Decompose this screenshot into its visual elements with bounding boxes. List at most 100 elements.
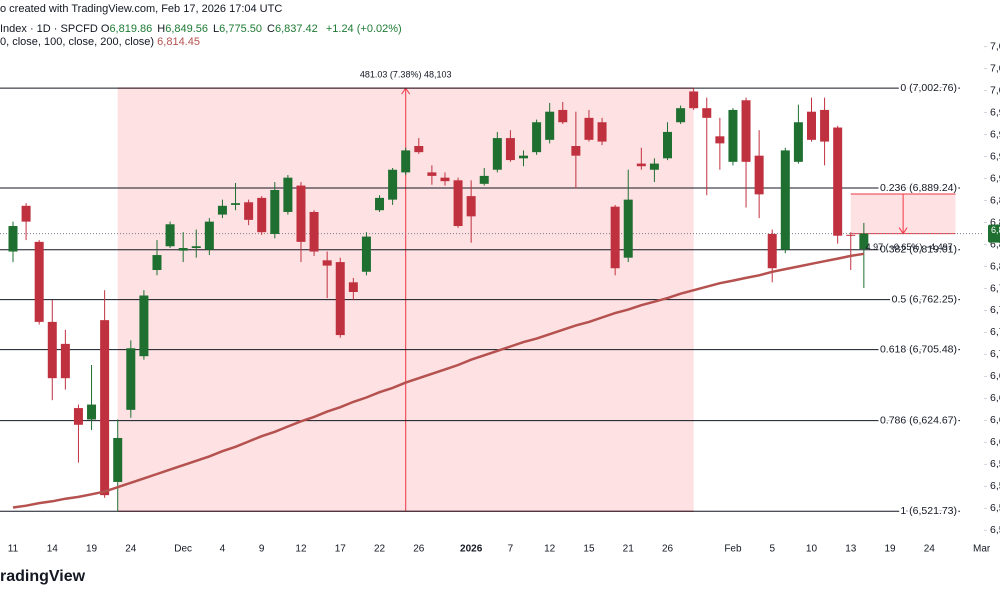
candle-body xyxy=(440,177,450,182)
quote-value: 6,837.42 xyxy=(274,23,318,35)
candle-body xyxy=(833,127,843,236)
candle-body xyxy=(348,282,358,292)
y-tick-label: 6,725.00 xyxy=(990,326,1000,338)
candle-body xyxy=(217,205,227,215)
y-tick-label: 6,600.00 xyxy=(990,436,1000,448)
y-tick-label: 6,675.00 xyxy=(990,370,1000,382)
candle-body xyxy=(728,109,738,162)
x-tick-label: 7 xyxy=(508,544,514,555)
y-tick-label: 7,000.00 xyxy=(990,84,1000,96)
indicator-line: 0, close, 100, close, 200, close) 6,814.… xyxy=(0,36,200,48)
candle-body xyxy=(296,185,306,242)
candle-body xyxy=(21,205,31,222)
x-tick-label: 17 xyxy=(335,544,347,555)
candle-body xyxy=(558,109,568,123)
candle-body xyxy=(806,111,816,140)
candle-body xyxy=(191,246,201,249)
candle-body xyxy=(309,211,319,252)
candle-body xyxy=(361,236,371,272)
y-tick-label: 6,975.00 xyxy=(990,106,1000,118)
fib-label: 0.786 (6,624.67) xyxy=(880,414,957,426)
y-tick-label: 6,575.00 xyxy=(990,458,1000,470)
x-tick-label: 24 xyxy=(924,544,936,555)
quote: O6,819.86 H6,849.56 L6,775.50 C6,837.42 xyxy=(101,23,323,35)
x-tick-label: 26 xyxy=(662,544,674,555)
x-tick-label: 24 xyxy=(125,544,137,555)
candle-body xyxy=(859,233,869,250)
candle-body xyxy=(322,260,332,266)
y-tick-label: 6,625.00 xyxy=(990,414,1000,426)
quote-item: L6,775.50 xyxy=(213,23,262,35)
measure-label: 481.03 (7.38%) 48,103 xyxy=(360,70,452,80)
candle-body xyxy=(87,404,97,420)
indicator-settings: 0, close, 100, close, 200, close) xyxy=(0,36,155,48)
candle-body xyxy=(754,155,764,195)
candle-body xyxy=(676,108,686,123)
quote-prefix: C xyxy=(267,23,275,35)
quote-prefix: L xyxy=(213,23,220,35)
quote-item: C6,837.42 xyxy=(267,23,318,35)
candle-body xyxy=(47,321,57,379)
quote-value: 6,775.50 xyxy=(219,23,262,35)
x-tick-label: 9 xyxy=(259,544,265,555)
x-tick-label: Mar xyxy=(973,544,991,555)
x-tick-label: 21 xyxy=(623,544,635,555)
fib-label: 0.5 (6,762.25) xyxy=(892,293,957,305)
candle-body xyxy=(270,189,280,234)
price-tag-label: 6,837.42 xyxy=(991,225,1000,235)
quote-value: 6,819.86 xyxy=(109,23,153,35)
candle-body xyxy=(780,150,790,250)
candle-body xyxy=(335,262,345,336)
logo: radingView xyxy=(0,568,86,585)
candle-body xyxy=(401,150,411,173)
quote-item: O6,819.86 xyxy=(101,23,152,35)
x-tick-label: 15 xyxy=(583,544,595,555)
y-tick-label: 6,800.00 xyxy=(990,260,1000,272)
candle-body xyxy=(715,136,725,144)
quote-item: H6,849.56 xyxy=(157,23,208,35)
symbol-line: Index · 1D · SPCFD O6,819.86 H6,849.56 L6,… xyxy=(0,23,402,35)
candle-body xyxy=(427,172,437,176)
candle-body xyxy=(466,196,476,217)
candle-body xyxy=(793,122,803,162)
x-tick-label: 14 xyxy=(47,544,59,555)
x-tick-label: 22 xyxy=(374,544,386,555)
fib-label: 0.618 (6,705.48) xyxy=(880,343,957,355)
candle-body xyxy=(375,197,385,211)
candle-body xyxy=(519,155,529,159)
symbol: Index · 1D · SPCFD xyxy=(0,23,98,35)
measure-label: 4.97 (−0.65%) −4,497 xyxy=(866,242,953,252)
candle-body xyxy=(231,203,241,205)
y-tick-label: 6,525.00 xyxy=(990,502,1000,514)
price-tag xyxy=(988,224,1000,243)
y-tick-label: 6,650.00 xyxy=(990,392,1000,404)
x-tick-label: 26 xyxy=(413,544,425,555)
change: +1.24 (+0.02%) xyxy=(325,23,402,35)
candle-body xyxy=(60,343,70,379)
candle-body xyxy=(139,295,149,357)
candle-body xyxy=(73,408,83,425)
y-tick-label: 6,775.00 xyxy=(990,282,1000,294)
y-tick-label: 7,025.00 xyxy=(990,62,1000,74)
y-tick-label: 6,900.00 xyxy=(990,172,1000,184)
candle-body xyxy=(610,206,620,269)
candle-body xyxy=(649,163,659,170)
y-tick-label: 6,850.00 xyxy=(990,216,1000,228)
candle-body xyxy=(244,202,254,220)
candle-body xyxy=(820,109,830,142)
moving-average xyxy=(12,252,865,509)
candle-body xyxy=(623,199,633,258)
candle-body xyxy=(257,197,267,233)
y-tick-label: 6,550.00 xyxy=(990,480,1000,492)
x-tick-label: 12 xyxy=(295,544,307,555)
candle-body xyxy=(689,91,699,109)
y-tick-label: 6,750.00 xyxy=(990,304,1000,316)
snapshot-caption: o created with TradingView.com, Feb 17, … xyxy=(0,3,283,15)
fib-label: 0 (7,002.76) xyxy=(900,82,957,94)
quote-value: 6,849.56 xyxy=(165,23,209,35)
candle-body xyxy=(505,138,515,161)
x-tick-label: 12 xyxy=(544,544,556,555)
candle-body xyxy=(663,131,672,159)
indicator-value: 6,814.45 xyxy=(157,36,200,48)
